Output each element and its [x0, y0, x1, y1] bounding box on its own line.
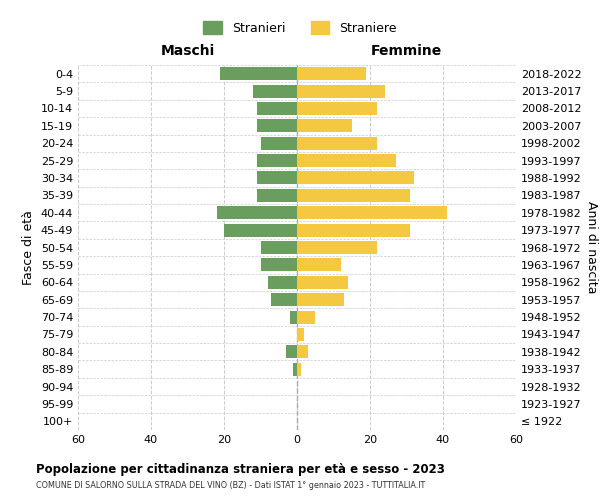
Bar	[217, 206, 297, 220]
Bar	[297, 293, 344, 306]
Bar	[297, 328, 304, 341]
Bar	[297, 310, 315, 324]
Bar	[257, 172, 297, 184]
Bar	[224, 224, 297, 236]
Bar	[260, 136, 297, 149]
Bar	[293, 362, 297, 376]
Bar	[286, 346, 297, 358]
Text: Popolazione per cittadinanza straniera per età e sesso - 2023: Popolazione per cittadinanza straniera p…	[36, 462, 445, 475]
Bar	[297, 102, 377, 115]
Text: COMUNE DI SALORNO SULLA STRADA DEL VINO (BZ) - Dati ISTAT 1° gennaio 2023 - TUTT: COMUNE DI SALORNO SULLA STRADA DEL VINO …	[36, 481, 425, 490]
Bar	[257, 189, 297, 202]
Bar	[257, 154, 297, 167]
Bar	[257, 102, 297, 115]
Bar	[297, 189, 410, 202]
Text: Femmine: Femmine	[371, 44, 442, 58]
Bar	[297, 136, 377, 149]
Bar	[297, 154, 395, 167]
Bar	[297, 84, 385, 98]
Bar	[260, 258, 297, 272]
Bar	[271, 293, 297, 306]
Y-axis label: Anni di nascita: Anni di nascita	[585, 201, 598, 294]
Bar	[297, 172, 414, 184]
Bar	[297, 276, 348, 289]
Bar	[297, 120, 352, 132]
Y-axis label: Fasce di età: Fasce di età	[22, 210, 35, 285]
Bar	[253, 84, 297, 98]
Bar	[297, 258, 341, 272]
Text: Maschi: Maschi	[160, 44, 215, 58]
Bar	[297, 224, 410, 236]
Bar	[257, 120, 297, 132]
Bar	[297, 362, 301, 376]
Bar	[297, 67, 367, 80]
Bar	[290, 310, 297, 324]
Bar	[297, 241, 377, 254]
Bar	[297, 206, 446, 220]
Legend: Stranieri, Straniere: Stranieri, Straniere	[198, 16, 402, 40]
Bar	[260, 241, 297, 254]
Bar	[297, 346, 308, 358]
Bar	[268, 276, 297, 289]
Bar	[220, 67, 297, 80]
